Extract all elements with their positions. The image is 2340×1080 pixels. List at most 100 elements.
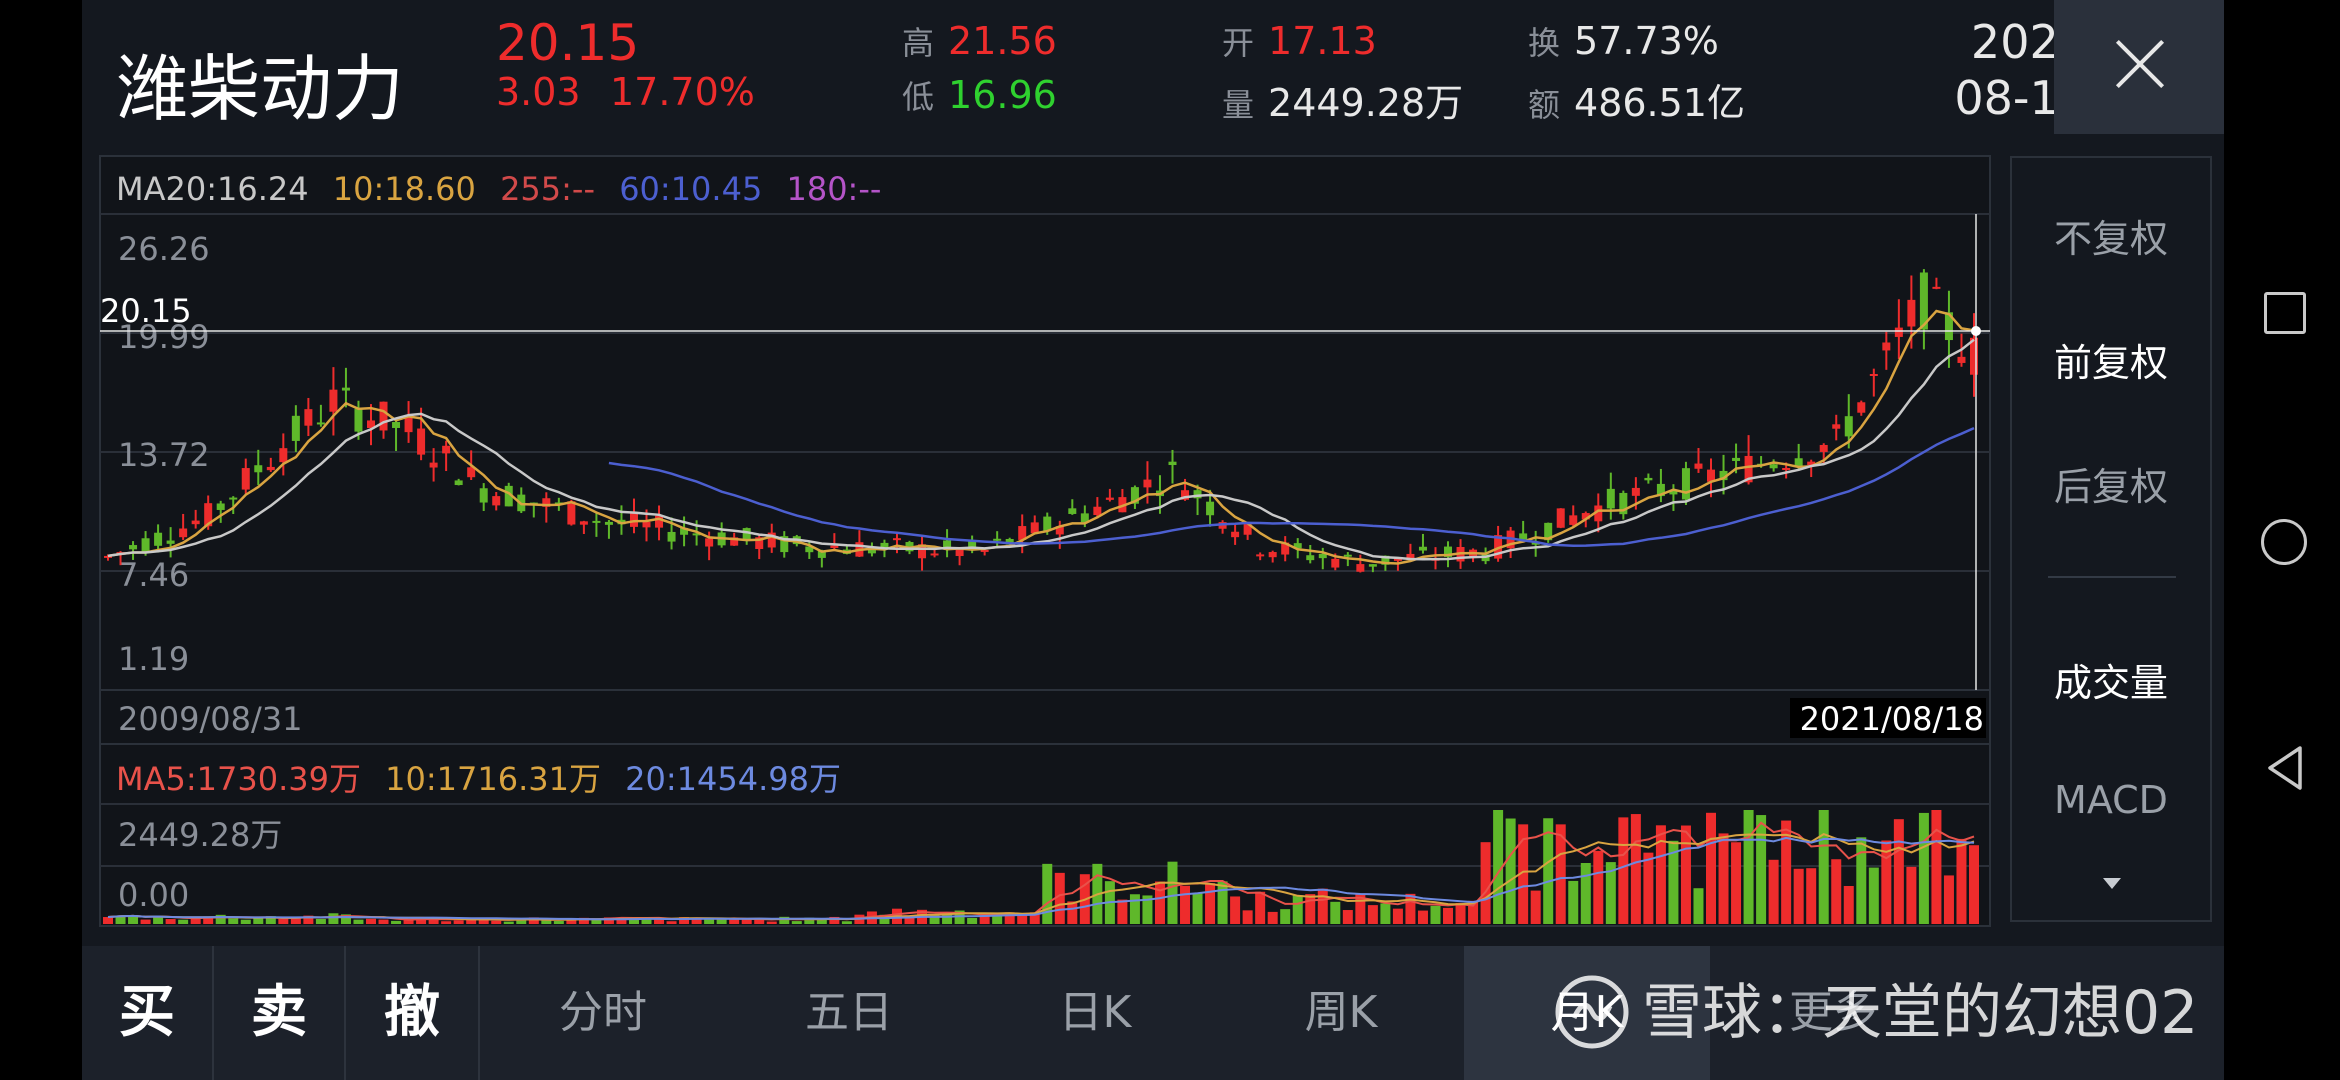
bottom-toolbar: 买 卖 撤 分时 五日 日K 周K 月K 更多 [82,946,2224,1080]
tab-daily-k[interactable]: 日K [1058,987,1132,1038]
candle-body [1857,402,1866,413]
back-icon[interactable] [2264,744,2306,792]
volume-bar [1843,885,1854,924]
volume-bar [1042,863,1053,924]
candle-body [1807,461,1816,466]
candle-body [1944,312,1953,341]
tab-five-day[interactable]: 五日 [805,987,893,1038]
candle-body [329,389,338,412]
volume-bar [616,917,627,924]
volume-bar [453,920,464,924]
tab-intraday[interactable]: 分时 [559,987,647,1038]
close-button[interactable] [2054,0,2224,134]
candle-body [1068,508,1077,514]
candle-body [592,520,601,523]
volume-bar [466,918,477,924]
volume-bar [641,917,652,924]
x-end-date-bg [1790,698,1986,738]
candle-body [1080,513,1089,523]
candle-body [1281,542,1290,555]
volume-bar [929,915,940,924]
candle-body [1356,564,1365,572]
tab-weekly-k[interactable]: 周K [1304,987,1378,1038]
volume-bar [1129,894,1140,924]
candle-body [154,532,163,546]
chevron-down-icon[interactable] [2103,878,2121,889]
volume-bar [503,921,514,924]
price-axis-label: 7.46 [118,556,189,594]
kline-chart[interactable]: MA20:16.24 10:18.60 255:-- 60:10.45 180:… [82,0,2002,940]
volume-bars [103,810,1979,924]
recent-apps-icon[interactable] [2264,292,2306,334]
legend-vol-ma10: 10:1716.31万 [385,760,601,798]
chart-border [99,155,1991,927]
volume-bar [804,917,815,924]
option-backward-adjust[interactable]: 后复权 [2053,465,2168,509]
option-volume[interactable]: 成交量 [2053,661,2168,705]
candle-body [680,527,689,535]
home-icon[interactable] [2261,519,2307,565]
buy-button[interactable]: 买 [82,946,214,1080]
candle-body [104,555,112,558]
candle-body [1143,479,1152,488]
stat-high: 高 21.56 [902,19,1057,63]
volume-bar [303,915,314,924]
candle-body [692,533,701,536]
candle-body [880,542,889,549]
volume-bar [1856,837,1867,924]
chart-options-panel: 不复权 前复权 后复权 成交量 MACD [2010,156,2212,922]
option-no-adjust[interactable]: 不复权 [2053,217,2168,261]
candle-body [1206,501,1215,516]
volume-bar [103,917,113,924]
volume-bar [1280,909,1291,924]
volume-bar [1067,901,1078,924]
legend-vol-ma5: MA5:1730.39万 [116,760,361,798]
candle-body [1594,505,1603,522]
candle-body [1293,543,1302,549]
candle-body [1907,299,1916,327]
candle-body [667,531,676,542]
volume-bar [353,919,364,924]
volume-bar [1943,875,1954,924]
x-start-date: 2009/08/31 [118,700,302,738]
stat-low: 低 16.96 [902,73,1057,117]
volume-bar [128,915,139,924]
candle-body [279,448,288,463]
option-forward-adjust[interactable]: 前复权 [2053,341,2168,385]
volume-bar [253,917,264,924]
candle-body [1181,490,1190,500]
current-price-tag: 20.15 [100,292,192,330]
candle-body [655,515,664,528]
volume-bar [428,917,439,924]
legend-ma20: MA20:16.24 [116,170,309,208]
tab-more[interactable]: 更多 [1789,987,1877,1038]
volume-bar [190,917,201,924]
cancel-order-button[interactable]: 撤 [346,946,480,1080]
volume-bar [1530,890,1541,924]
volume-bar [1618,817,1629,924]
candle-body [266,466,275,471]
volume-bar [1680,825,1691,924]
candle-body [943,540,952,548]
volume-bar [603,917,614,924]
volume-bar [215,914,226,924]
volume-bar [628,918,639,924]
volume-bar [1405,893,1416,924]
price-change-pct: 17.70% [610,70,755,114]
stock-name: 潍柴动力 [116,47,405,131]
volume-axis-min: 0.00 [118,876,189,914]
price-axis-label: 1.19 [118,640,189,678]
volume-bar [1818,810,1829,924]
candle-body [642,521,651,528]
price-axis-label: 26.26 [118,230,210,268]
volume-bar [841,921,852,924]
volume-bar [942,913,953,924]
option-macd[interactable]: MACD [2054,778,2168,822]
candle-body [1393,558,1402,561]
sell-button[interactable]: 卖 [214,946,346,1080]
candle-body [1030,522,1039,534]
volume-bar [1768,859,1779,924]
volume-bar [691,917,702,924]
volume-bar [1693,888,1704,924]
volume-bar [1956,838,1967,924]
